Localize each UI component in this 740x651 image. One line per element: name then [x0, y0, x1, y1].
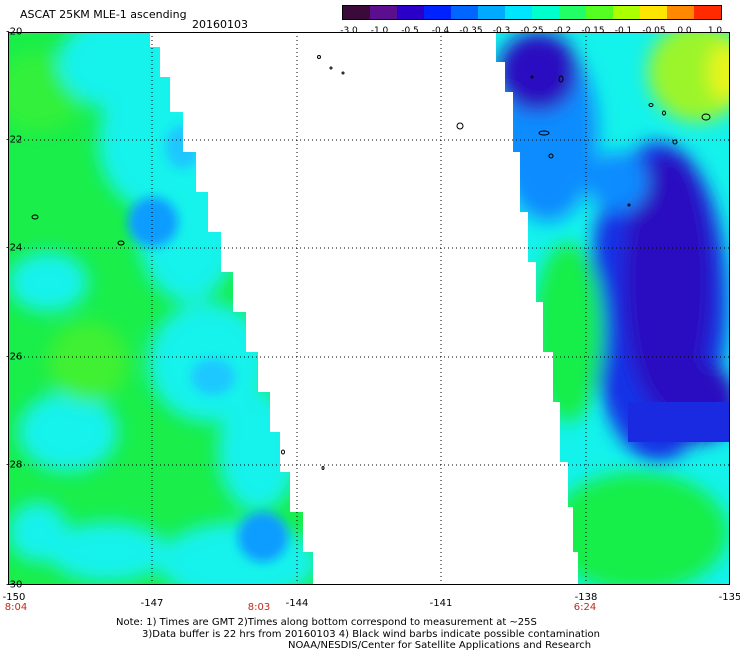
map-plot[interactable] [8, 32, 730, 585]
lat-label: -28 [6, 459, 23, 471]
swath-time-label: 8:04 [4, 602, 28, 613]
note-line-2: 3)Data buffer is 22 hrs from 20160103 4)… [142, 629, 600, 640]
graticule [8, 32, 730, 585]
colorbar-tick-label: -0.2 [553, 26, 572, 36]
colorbar-segment [397, 6, 424, 19]
colorbar-segment [451, 6, 478, 19]
lat-label: -24 [6, 242, 23, 254]
colorbar-tick-label: -3.0 [340, 26, 358, 36]
product-date: 20160103 [192, 18, 248, 31]
wind-map [8, 32, 730, 585]
colorbar-segment [667, 6, 694, 19]
colorbar-tick-label: -0.25 [520, 26, 544, 36]
colorbar-segment [586, 6, 613, 19]
colorbar-segment [424, 6, 451, 19]
colorbar-segment [532, 6, 559, 19]
colorbar-segment [559, 6, 586, 19]
lon-label: -135 [718, 592, 740, 603]
colorbar-tick-label: -0.5 [401, 26, 419, 36]
lon-label: -138 [574, 592, 598, 603]
colorbar-tick-label: -0.4 [431, 26, 450, 36]
lon-label: -141 [429, 598, 453, 609]
lat-label: -26 [6, 351, 23, 363]
colorbar-tick-label: -0.05 [642, 26, 666, 36]
lat-label: -22 [6, 134, 23, 146]
blue-band [628, 402, 730, 442]
colorbar-segment [370, 6, 397, 19]
swath-time-label: 8:03 [247, 602, 271, 613]
colorbar [342, 5, 722, 20]
colorbar-segment [505, 6, 532, 19]
product-title: ASCAT 25KM MLE-1 ascending [20, 8, 187, 21]
colorbar-tick-label: -1.0 [370, 26, 389, 36]
island-outlines [31, 55, 711, 470]
colorbar-labels: -3.0 -1.0 -0.5 -0.4 -0.35 -0.3 -0.25 -0.2 -0.15-… [340, 26, 723, 38]
lon-label: -144 [285, 598, 309, 609]
note-line-3: NOAA/NESDIS/Center for Satellite Applica… [288, 640, 592, 651]
colorbar-segment [640, 6, 667, 19]
map-frame [8, 32, 730, 585]
colorbar-segment [613, 6, 640, 19]
colorbar-tick-label: 0.0 [677, 26, 692, 36]
lon-label: -147 [140, 598, 164, 609]
lat-label: -30 [6, 579, 23, 591]
lon-label: -150 [2, 592, 26, 603]
swath-time-label: 6:24 [573, 602, 597, 613]
colorbar-segment [478, 6, 505, 19]
colorbar-tick-label: 1.0 [707, 26, 723, 36]
colorbar-tick-label: -0.1 [614, 26, 633, 36]
lat-label: -20 [6, 26, 23, 38]
colorbar-tick-label: -0.15 [581, 26, 605, 36]
colorbar-segment [694, 6, 721, 19]
colorbar-tick-label: -0.35 [459, 26, 483, 36]
note-line-1: Note: 1) Times are GMT 2)Times along bot… [116, 617, 537, 628]
colorbar-segment [343, 6, 370, 19]
colorbar-tick-label: -0.3 [492, 26, 511, 36]
